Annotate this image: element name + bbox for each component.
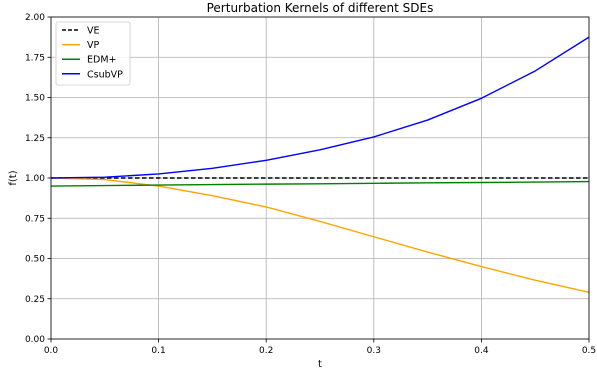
y-tick-label: 0.25	[25, 295, 45, 305]
y-tick-label: 0.50	[25, 255, 45, 265]
x-tick-label: 0.4	[474, 346, 489, 356]
legend-label-ve: VE	[87, 26, 100, 37]
series-line-csubvp	[50, 36, 590, 179]
y-tick-label: 0.75	[25, 214, 45, 224]
legend-label-vp: VP	[87, 40, 99, 51]
legend-label-csubvp: CsubVP	[87, 69, 123, 80]
y-axis-label: f(t)	[8, 170, 19, 185]
y-tick-label: 1.50	[25, 94, 45, 104]
legend-box	[55, 21, 131, 86]
x-tick-label: 0.2	[259, 346, 273, 356]
series-line-vp	[50, 177, 590, 293]
y-tick-label: 2.00	[25, 13, 45, 23]
x-tick-label: 0.3	[367, 346, 381, 356]
chart-title: Perturbation Kernels of different SDEs	[207, 1, 434, 15]
y-tick-label: 1.00	[25, 174, 45, 184]
series-line-edm	[50, 180, 590, 187]
series-layer	[50, 36, 590, 293]
y-tick-label: 1.25	[25, 134, 45, 144]
x-axis-label: t	[318, 359, 322, 370]
y-tick-label: 0.00	[25, 335, 45, 345]
x-tick-label: 0.5	[582, 346, 596, 356]
x-tick-label: 0.0	[44, 346, 59, 356]
y-tick-label: 1.75	[25, 53, 45, 63]
legend-label-edm: EDM+	[87, 55, 116, 66]
x-tick-label: 0.1	[151, 346, 165, 356]
legend: VE VP EDM+ CsubVP	[55, 21, 131, 86]
axis-ticks: 0.0 0.1 0.2 0.3 0.4 0.5 0.00 0.25 0.50 0.75 1.00 1.…	[25, 13, 596, 356]
